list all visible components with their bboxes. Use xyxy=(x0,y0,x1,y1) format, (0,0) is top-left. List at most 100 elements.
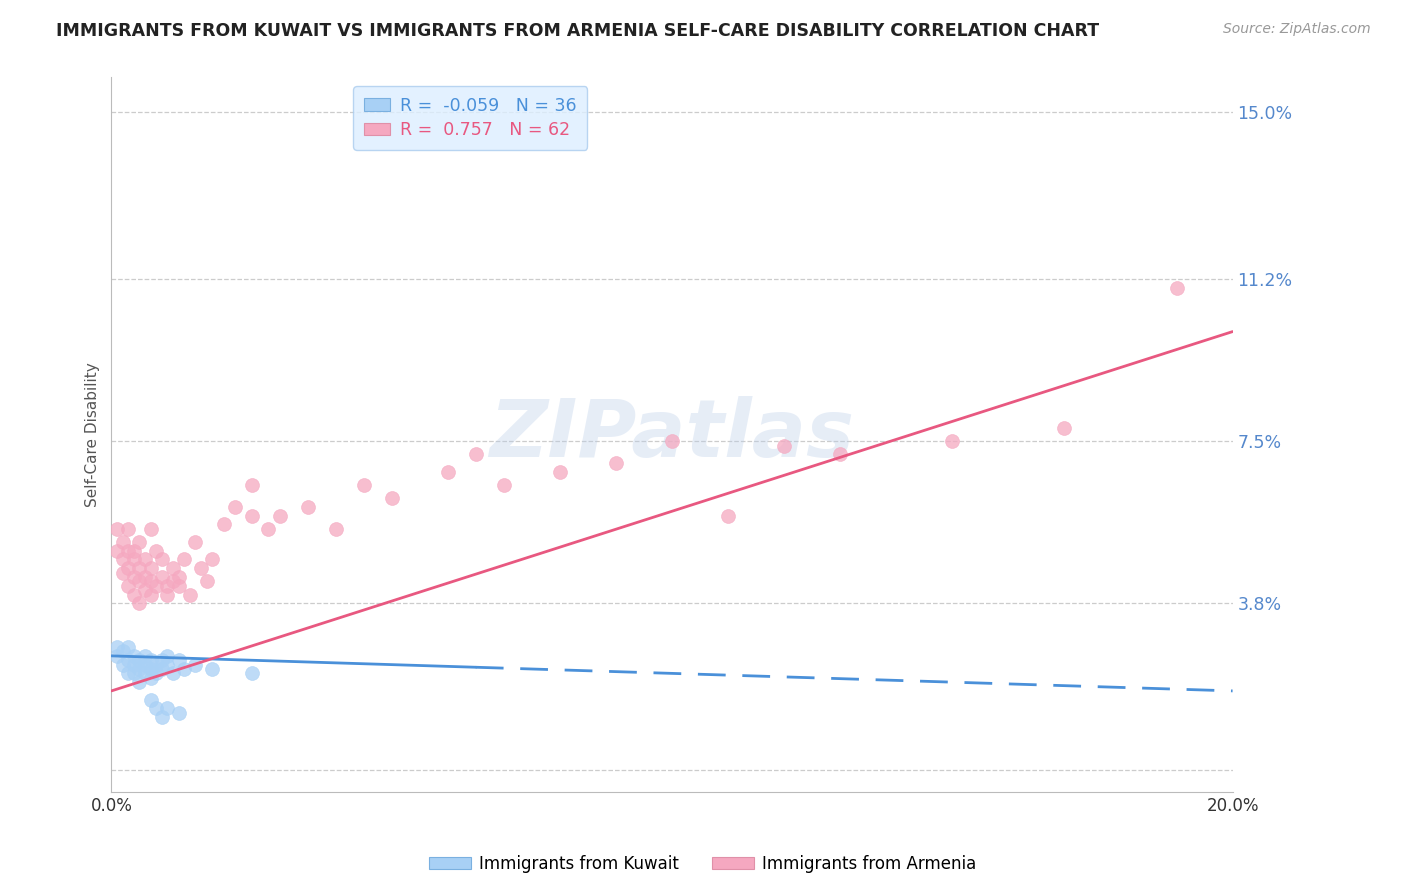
Point xyxy=(492,478,515,492)
Point xyxy=(139,671,162,685)
Point xyxy=(353,478,375,492)
Point xyxy=(167,706,190,720)
Point xyxy=(105,640,128,654)
Text: IMMIGRANTS FROM KUWAIT VS IMMIGRANTS FROM ARMENIA SELF-CARE DISABILITY CORRELATI: IMMIGRANTS FROM KUWAIT VS IMMIGRANTS FRO… xyxy=(56,22,1099,40)
Point xyxy=(145,579,167,593)
Point xyxy=(240,478,263,492)
Point xyxy=(269,508,291,523)
Text: ZIPatlas: ZIPatlas xyxy=(489,395,855,474)
Point xyxy=(297,500,319,514)
Point xyxy=(1166,281,1188,295)
Point xyxy=(150,662,173,676)
Point xyxy=(105,543,128,558)
Point xyxy=(145,657,167,672)
Legend: Immigrants from Kuwait, Immigrants from Armenia: Immigrants from Kuwait, Immigrants from … xyxy=(423,848,983,880)
Point xyxy=(162,666,184,681)
Point xyxy=(134,552,156,566)
Point xyxy=(156,657,179,672)
Point xyxy=(548,465,571,479)
Point xyxy=(122,570,145,584)
Point xyxy=(167,570,190,584)
Point xyxy=(717,508,740,523)
Point xyxy=(117,522,139,536)
Point xyxy=(162,574,184,589)
Point xyxy=(117,653,139,667)
Point xyxy=(661,434,683,449)
Point xyxy=(105,648,128,663)
Point xyxy=(436,465,458,479)
Point xyxy=(184,535,207,549)
Point xyxy=(240,508,263,523)
Point xyxy=(941,434,963,449)
Point xyxy=(122,552,145,566)
Point xyxy=(122,648,145,663)
Point xyxy=(105,522,128,536)
Point xyxy=(139,561,162,575)
Point xyxy=(464,447,486,461)
Point xyxy=(257,522,280,536)
Point xyxy=(134,570,156,584)
Point xyxy=(111,644,134,658)
Point xyxy=(134,648,156,663)
Point xyxy=(145,543,167,558)
Point xyxy=(128,535,150,549)
Point xyxy=(139,587,162,601)
Point xyxy=(773,438,796,452)
Point xyxy=(212,517,235,532)
Point xyxy=(128,596,150,610)
Point xyxy=(1053,421,1076,435)
Point xyxy=(240,666,263,681)
Point xyxy=(156,701,179,715)
Point xyxy=(150,552,173,566)
Point xyxy=(167,653,190,667)
Point xyxy=(139,653,162,667)
Point xyxy=(111,535,134,549)
Point xyxy=(167,579,190,593)
Point xyxy=(128,561,150,575)
Point xyxy=(381,491,404,505)
Point xyxy=(156,579,179,593)
Point xyxy=(145,701,167,715)
Point xyxy=(179,587,201,601)
Point xyxy=(190,561,212,575)
Point xyxy=(201,662,224,676)
Text: Source: ZipAtlas.com: Source: ZipAtlas.com xyxy=(1223,22,1371,37)
Point xyxy=(117,579,139,593)
Point xyxy=(605,456,627,470)
Point xyxy=(830,447,852,461)
Point xyxy=(122,657,145,672)
Point xyxy=(145,666,167,681)
Point xyxy=(128,653,150,667)
Point xyxy=(224,500,246,514)
Point xyxy=(139,662,162,676)
Point xyxy=(162,561,184,575)
Point xyxy=(117,640,139,654)
Point xyxy=(122,666,145,681)
Point xyxy=(201,552,224,566)
Point xyxy=(139,522,162,536)
Point xyxy=(134,666,156,681)
Point xyxy=(156,587,179,601)
Point xyxy=(195,574,218,589)
Point xyxy=(173,662,195,676)
Point xyxy=(122,543,145,558)
Point xyxy=(139,692,162,706)
Point xyxy=(134,657,156,672)
Point xyxy=(134,583,156,598)
Point xyxy=(111,566,134,580)
Point xyxy=(111,552,134,566)
Point xyxy=(111,657,134,672)
Point xyxy=(173,552,195,566)
Point xyxy=(139,574,162,589)
Point xyxy=(117,666,139,681)
Y-axis label: Self-Care Disability: Self-Care Disability xyxy=(86,362,100,507)
Point xyxy=(117,561,139,575)
Point xyxy=(325,522,347,536)
Point xyxy=(122,587,145,601)
Legend: R =  -0.059   N = 36, R =  0.757   N = 62: R = -0.059 N = 36, R = 0.757 N = 62 xyxy=(353,87,588,150)
Point xyxy=(156,648,179,663)
Point xyxy=(117,543,139,558)
Point xyxy=(128,574,150,589)
Point xyxy=(150,570,173,584)
Point xyxy=(128,675,150,690)
